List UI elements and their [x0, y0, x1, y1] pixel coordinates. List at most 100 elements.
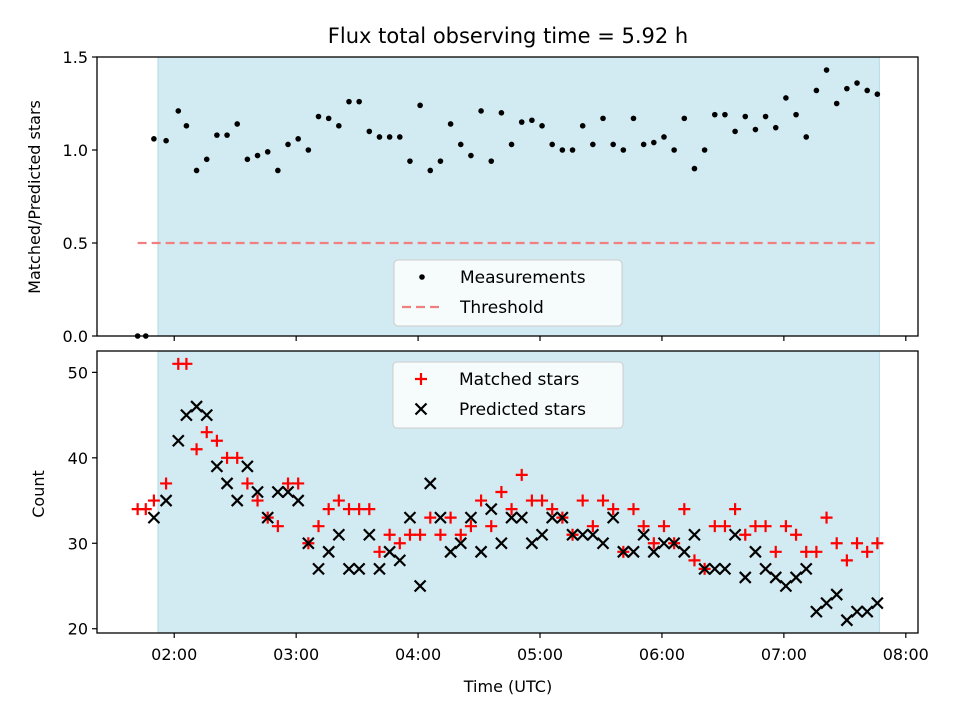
matched-star-point	[729, 503, 742, 516]
matched-star-point	[576, 494, 589, 507]
predicted-star-point	[200, 408, 214, 422]
measurement-point	[427, 167, 434, 174]
predicted-star-point	[393, 554, 407, 567]
matched-star-point	[678, 503, 691, 516]
matched-star-point	[282, 477, 295, 490]
measurement-point	[244, 156, 251, 163]
predicted-star-point	[586, 528, 600, 542]
predicted-star-point	[322, 545, 335, 559]
predicted-star-point	[281, 485, 295, 499]
legend-label: Threshold	[459, 298, 544, 318]
predicted-star-point	[688, 528, 701, 542]
matched-star-point	[424, 511, 437, 524]
predicted-star-point	[363, 528, 376, 542]
top-y-axis-label: Matched/Predicted stars	[25, 100, 44, 294]
measurement-point	[315, 113, 322, 120]
measurement-point	[711, 111, 718, 118]
matched-star-point	[810, 545, 823, 558]
measurement-point	[762, 113, 769, 120]
predicted-star-point	[871, 596, 884, 610]
predicted-star-point	[759, 562, 772, 576]
predicted-star-point	[147, 511, 161, 524]
predicted-star-point	[159, 494, 173, 507]
y-tick-label: 40	[68, 449, 88, 468]
predicted-star-point	[708, 562, 722, 576]
predicted-star-point	[637, 528, 650, 542]
matched-star-point	[840, 554, 853, 567]
measurement-point	[691, 165, 698, 172]
predicted-star-point	[850, 605, 864, 618]
legend-box-1	[392, 361, 624, 429]
predicted-star-point	[312, 562, 325, 576]
measurement-point	[579, 123, 586, 129]
y-tick-label: 30	[68, 534, 88, 553]
measurement-point	[732, 128, 738, 135]
y-tick-label: 0.0	[63, 327, 88, 346]
matched-star-point	[180, 357, 193, 370]
predicted-star-point	[525, 536, 539, 550]
matched-star-point	[383, 528, 396, 541]
matched-star-point	[444, 511, 457, 524]
measurement-point	[722, 111, 728, 118]
matched-star-point	[749, 520, 762, 533]
x-tick-label: 08:00	[883, 645, 929, 664]
plot-frame-1	[96, 350, 919, 634]
predicted-star-point	[799, 562, 813, 576]
measurement-point	[386, 134, 393, 140]
matched-star-point	[759, 520, 772, 533]
measurement-point	[488, 158, 495, 164]
predicted-star-point	[342, 562, 356, 576]
predicted-star-point	[271, 485, 285, 499]
measurement-point	[590, 141, 596, 148]
measurement-point	[783, 95, 789, 101]
matched-star-point	[393, 537, 406, 550]
matched-star-point	[312, 520, 325, 533]
predicted-star-point	[444, 545, 457, 559]
measurement-point	[864, 87, 870, 94]
measurement-point	[874, 91, 881, 97]
measurement-point	[681, 115, 688, 122]
x-tick-label: 04:00	[395, 645, 441, 664]
measurement-point	[518, 119, 525, 125]
y-tick-label: 1.5	[63, 48, 88, 67]
measurement-point	[254, 152, 261, 159]
predicted-star-point	[474, 545, 488, 559]
predicted-star-point	[505, 511, 518, 524]
measurement-point	[437, 158, 444, 164]
bottom-y-axis-label: Count	[29, 470, 48, 518]
measurement-point	[203, 156, 210, 163]
predicted-star-point	[810, 605, 823, 618]
predicted-star-point	[413, 579, 427, 593]
measurement-point	[630, 115, 637, 122]
predicted-star-point	[230, 494, 244, 507]
matched-star-point	[790, 528, 803, 541]
measurement-point	[701, 147, 708, 153]
measurement-point	[346, 98, 352, 105]
predicted-star-point	[545, 511, 559, 524]
predicted-star-point	[678, 545, 691, 559]
predicted-star-point	[606, 511, 620, 524]
measurement-point	[600, 115, 606, 122]
matched-star-point	[210, 434, 223, 447]
matched-star-point	[221, 451, 234, 464]
predicted-star-point	[820, 596, 833, 610]
predicted-star-point	[454, 536, 468, 550]
measurement-point	[793, 111, 799, 118]
predicted-star-point	[728, 528, 742, 542]
x-tick-label: 06:00	[639, 645, 685, 664]
measurement-point	[610, 141, 616, 148]
matched-star-point	[434, 528, 447, 541]
predicted-star-point	[657, 536, 671, 550]
matched-star-point	[251, 494, 264, 507]
predicted-star-point	[779, 579, 793, 593]
measurement-point	[742, 113, 749, 120]
matched-star-point	[597, 494, 610, 507]
x-tick-label: 05:00	[517, 645, 563, 664]
matched-star-point	[779, 520, 792, 533]
measurement-point	[295, 136, 301, 142]
legend-label: Measurements	[460, 268, 586, 288]
matched-star-point	[627, 503, 640, 516]
measurement-point	[151, 136, 157, 142]
measurement-point	[376, 134, 383, 140]
